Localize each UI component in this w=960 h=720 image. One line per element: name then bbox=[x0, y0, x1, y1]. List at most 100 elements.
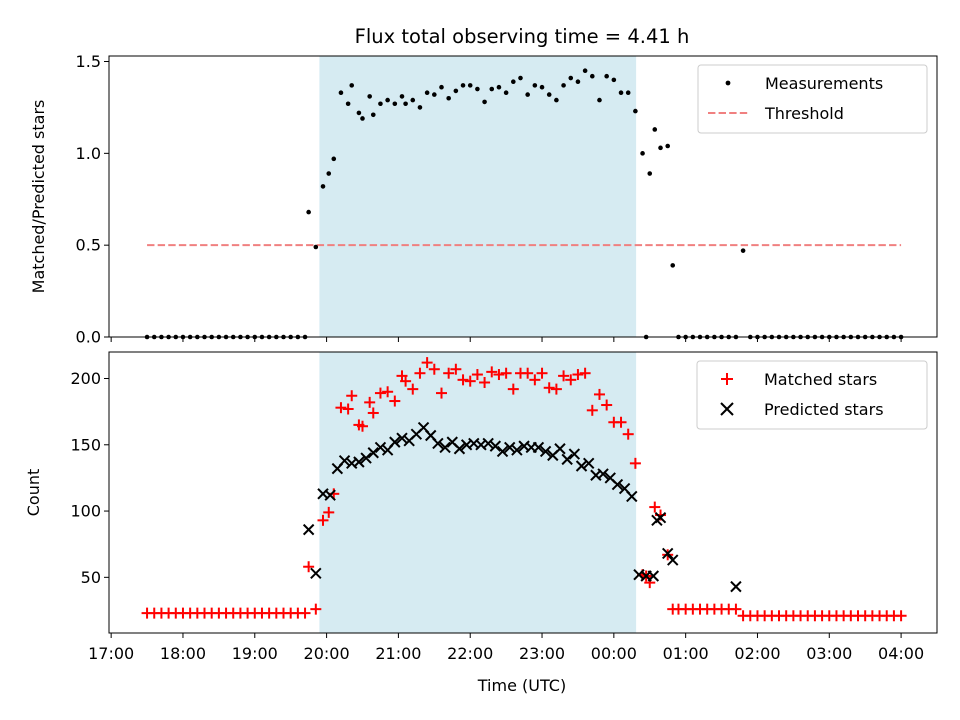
matched-point bbox=[479, 376, 491, 388]
matched-point bbox=[493, 369, 505, 381]
measurement-point bbox=[385, 97, 390, 103]
measurement-point bbox=[403, 101, 408, 107]
y-tick-label: 1.5 bbox=[76, 52, 101, 71]
matched-point bbox=[443, 367, 455, 379]
measurement-point bbox=[446, 95, 451, 101]
matched-point bbox=[303, 561, 315, 573]
predicted-point bbox=[575, 460, 588, 472]
measurement-point bbox=[582, 68, 588, 73]
legend-label-matched: Matched stars bbox=[764, 370, 877, 389]
measurement-point bbox=[625, 90, 631, 96]
count-y-axis: 50 100 150 200 bbox=[70, 369, 109, 587]
predicted-point bbox=[561, 453, 573, 466]
measurement-point bbox=[338, 90, 344, 96]
legend-label-threshold: Threshold bbox=[764, 104, 844, 123]
predicted-point bbox=[647, 570, 660, 582]
x-tick-label: 00:00 bbox=[591, 644, 637, 663]
measurement-point bbox=[349, 83, 355, 88]
x-tick-label: 03:00 bbox=[806, 644, 852, 663]
matched-point bbox=[364, 396, 376, 408]
x-tick-label: 04:00 bbox=[878, 644, 924, 663]
y-tick-label: 0.0 bbox=[76, 328, 101, 347]
predicted-point bbox=[310, 567, 322, 580]
matched-point bbox=[450, 363, 462, 375]
measurement-point bbox=[575, 79, 581, 85]
matched-point bbox=[335, 402, 347, 414]
matched-point bbox=[428, 363, 440, 375]
measurement-point bbox=[417, 105, 423, 110]
legend-label-measurements: Measurements bbox=[765, 74, 883, 93]
matched-point bbox=[356, 420, 368, 432]
measurement-point bbox=[313, 244, 319, 250]
predicted-point bbox=[324, 489, 336, 501]
y-tick-label: 0.5 bbox=[76, 236, 101, 255]
predicted-point bbox=[626, 490, 638, 503]
observing-window-shade-top bbox=[319, 56, 637, 337]
y-tick-label: 100 bbox=[70, 502, 101, 521]
predicted-point bbox=[374, 441, 387, 454]
measurement-point bbox=[647, 171, 653, 176]
matched-point bbox=[299, 607, 311, 619]
measurement-point bbox=[439, 84, 444, 90]
measurement-point bbox=[611, 77, 617, 83]
y-tick-label: 200 bbox=[70, 369, 101, 388]
measurement-point bbox=[652, 127, 658, 132]
predicted-point bbox=[661, 547, 674, 560]
predicted-point bbox=[439, 441, 451, 454]
predicted-point bbox=[568, 448, 581, 460]
matched-point bbox=[615, 416, 627, 428]
predicted-point bbox=[611, 478, 624, 491]
matched-point bbox=[389, 395, 401, 407]
x-tick-label: 22:00 bbox=[447, 644, 493, 663]
matched-point bbox=[374, 387, 386, 399]
count-y-axis-label: Count bbox=[24, 469, 43, 517]
legend-plus-marker bbox=[721, 373, 733, 385]
measurement-point bbox=[633, 108, 638, 114]
measurement-point bbox=[518, 75, 523, 81]
matched-point bbox=[346, 390, 358, 402]
measurement-point bbox=[424, 90, 430, 96]
matched-point bbox=[435, 387, 447, 399]
measurement-point bbox=[489, 86, 495, 92]
legend-label-predicted: Predicted stars bbox=[764, 400, 884, 419]
predicted-point bbox=[353, 456, 365, 468]
matched-point bbox=[507, 383, 519, 395]
matched-point bbox=[550, 383, 562, 395]
y-tick-label: 150 bbox=[70, 435, 101, 454]
measurement-point bbox=[320, 184, 326, 189]
measurement-point bbox=[539, 84, 545, 90]
measurement-point bbox=[665, 143, 671, 149]
matched-point bbox=[529, 374, 541, 386]
measurement-point bbox=[640, 151, 645, 156]
ratio-legend: Measurements Threshold bbox=[697, 64, 928, 134]
measurement-point bbox=[496, 84, 502, 90]
measurement-point bbox=[618, 90, 624, 96]
measurement-point bbox=[370, 112, 376, 118]
y-tick-label: 1.0 bbox=[76, 144, 101, 163]
predicted-point bbox=[338, 454, 351, 467]
matched-point bbox=[622, 428, 634, 440]
predicted-point bbox=[730, 580, 742, 593]
matched-point bbox=[536, 367, 548, 379]
matched-point bbox=[421, 357, 433, 369]
measurement-point bbox=[597, 97, 602, 103]
predicted-point bbox=[532, 441, 545, 454]
matched-point bbox=[382, 386, 394, 398]
ratio-x-ticks bbox=[110, 337, 902, 342]
measurement-point bbox=[546, 92, 552, 97]
predicted-point bbox=[654, 511, 667, 524]
x-tick-label: 02:00 bbox=[734, 644, 780, 663]
matched-point bbox=[543, 382, 555, 394]
count-panel: 50 100 150 200 17:00 18:00 19:00 20:00 21:00 22:… bbox=[24, 351, 938, 695]
measurement-point bbox=[392, 101, 398, 107]
matched-point bbox=[649, 501, 661, 513]
measurement-point bbox=[525, 92, 530, 97]
measurement-point bbox=[453, 88, 459, 94]
predicted-point bbox=[489, 440, 502, 452]
ratio-y-axis-label: Matched/Predicted stars bbox=[29, 100, 48, 294]
matched-point bbox=[464, 375, 476, 387]
measurement-point bbox=[460, 83, 466, 88]
ratio-panel: 0.0 0.5 1.0 1.5 Matched/Predicted stars Mea… bbox=[29, 52, 938, 347]
matched-point bbox=[572, 369, 584, 381]
predicted-point bbox=[539, 445, 552, 458]
